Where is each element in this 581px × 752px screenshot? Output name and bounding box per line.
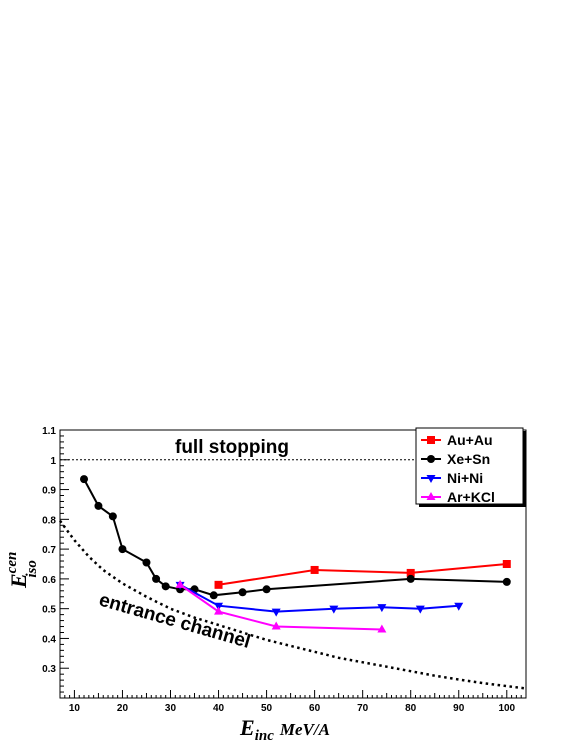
legend-items: Au+Au Xe+Sn Ni+Ni Ar+KCl: [421, 432, 495, 505]
series-layer: [80, 475, 511, 633]
series-xe-sn: [80, 475, 511, 600]
legend-item-au-au: Au+Au: [421, 432, 493, 448]
y-tick-label: 0.8: [42, 515, 56, 526]
data-point-xe-sn: [118, 545, 127, 554]
legend-label-ar-kcl: Ar+KCl: [447, 489, 495, 505]
data-point-xe-sn: [502, 577, 511, 586]
data-point-xe-sn: [238, 588, 247, 597]
x-tick-label: 10: [69, 703, 81, 714]
data-point-ni-ni: [329, 605, 339, 614]
data-point-ni-ni: [377, 604, 387, 613]
data-point-ni-ni: [415, 605, 425, 614]
data-point-ar-kcl: [271, 621, 281, 630]
legend-marker-ni-ni: [426, 475, 436, 483]
x-tick-label: 90: [453, 703, 465, 714]
x-axis-title: Einc MeV/A: [239, 715, 330, 744]
y-axis-title-sub: iso: [24, 560, 40, 578]
series-line-ar-kcl: [179, 583, 382, 631]
data-point-au-au: [310, 565, 319, 574]
data-point-au-au: [502, 560, 511, 568]
data-point-xe-sn: [80, 475, 89, 484]
legend-label-xe-sn: Xe+Sn: [447, 451, 490, 467]
y-tick-label: 1.1: [42, 426, 56, 437]
data-point-ni-ni: [271, 608, 281, 617]
x-tick-label: 50: [261, 703, 273, 714]
data-point-au-au: [214, 580, 223, 589]
data-point-au-au: [406, 568, 415, 577]
x-tick-label: 80: [405, 703, 417, 714]
legend-item-ar-kcl: Ar+KCl: [421, 489, 495, 505]
series-line-xe-sn: [83, 478, 507, 597]
series-ni-ni: [175, 581, 464, 617]
x-tick-label: 30: [165, 703, 177, 714]
y-axis-title-main: E: [6, 573, 31, 589]
legend-marker-au-au: [427, 436, 435, 444]
y-axis-title-sup: cen: [4, 552, 20, 574]
legend: Au+Au Xe+Sn Ni+Ni Ar+KCl: [415, 427, 526, 507]
data-point-ar-kcl: [175, 579, 185, 588]
legend-marker-xe-sn: [427, 455, 435, 463]
series-au-au: [214, 560, 511, 589]
legend-item-xe-sn: Xe+Sn: [421, 451, 490, 467]
y-axis-ticks: 0.3 0.4 0.5 0.6 0.7 0.8 0.9 1 1.1: [42, 426, 69, 699]
series-ar-kcl: [175, 579, 387, 633]
y-tick-label: 0.4: [42, 634, 56, 645]
data-point-xe-sn: [152, 574, 161, 583]
y-tick-label: 0.9: [42, 486, 56, 497]
data-point-xe-sn: [94, 501, 103, 510]
data-point-ar-kcl: [377, 624, 387, 633]
data-point-xe-sn: [108, 512, 117, 521]
x-axis-title-sub: inc: [255, 728, 275, 744]
legend-label-au-au: Au+Au: [447, 432, 493, 448]
x-tick-label: 20: [117, 703, 129, 714]
x-tick-label: 70: [357, 703, 369, 714]
data-point-ar-kcl: [214, 606, 224, 615]
y-tick-label: 0.6: [42, 575, 56, 586]
full-stopping-label: full stopping: [175, 437, 289, 458]
y-tick-label: 0.5: [42, 605, 56, 616]
legend-item-ni-ni: Ni+Ni: [421, 470, 483, 486]
data-point-xe-sn: [406, 574, 415, 583]
data-point-xe-sn: [209, 591, 218, 600]
y-tick-label: 0.7: [42, 545, 56, 556]
y-tick-label: 0.3: [42, 664, 56, 675]
series-line-au-au: [218, 563, 507, 586]
data-point-ni-ni: [454, 602, 464, 611]
y-tick-label: 1: [50, 456, 56, 467]
plot-frame: [59, 429, 527, 699]
legend-label-ni-ni: Ni+Ni: [447, 470, 483, 486]
x-tick-label: 100: [498, 703, 515, 714]
x-axis-ticks: 10 20 30 40 50 60 70 80 90 100: [59, 690, 527, 714]
y-axis-title: Ecen iso: [4, 552, 40, 589]
x-tick-label: 40: [213, 703, 225, 714]
data-point-xe-sn: [142, 558, 151, 567]
data-point-xe-sn: [262, 585, 271, 594]
x-axis-title-main: E: [239, 715, 255, 740]
data-point-xe-sn: [161, 582, 170, 591]
x-tick-label: 60: [309, 703, 321, 714]
legend-marker-ar-kcl: [426, 492, 436, 500]
x-axis-title-unit: MeV/A: [279, 720, 330, 739]
